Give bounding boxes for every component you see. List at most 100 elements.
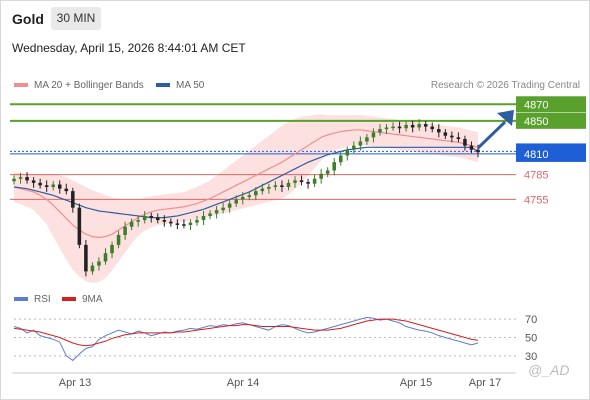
candle-body: [234, 199, 238, 204]
rsi-level-label-70: 70: [525, 314, 537, 326]
timeframe-badge[interactable]: 30 MIN: [51, 7, 101, 30]
ma50-line: [13, 146, 479, 219]
candle-body: [57, 184, 62, 189]
legend-swatch-9ma: [62, 297, 76, 302]
datetime-label: Wednesday, April 15, 2026 8:44:01 AM CET: [12, 41, 246, 55]
candle-body: [227, 203, 232, 208]
candle-body: [391, 126, 395, 129]
candle-body: [437, 129, 441, 133]
legend-ma20-bb: MA 20 + Bollinger Bands: [14, 80, 144, 91]
legend-label-rsi: RSI: [34, 294, 51, 305]
candle-body: [90, 265, 95, 272]
candle-body: [38, 182, 42, 186]
candle-body: [18, 177, 23, 179]
candle-body: [201, 215, 206, 221]
candle-body: [312, 178, 317, 184]
level-label-4850: 4850: [524, 116, 548, 128]
x-axis-label-3: Apr 17: [469, 377, 501, 389]
candle-body: [338, 155, 343, 163]
candle-body: [280, 185, 284, 187]
candle-body: [456, 137, 461, 140]
candle-body: [31, 180, 36, 183]
candle-body: [214, 210, 219, 214]
candle-body: [149, 215, 154, 218]
candle-body: [365, 137, 369, 142]
candle-body: [293, 180, 297, 183]
instrument-title: Gold: [12, 11, 44, 27]
rsi-series-RSI: [13, 316, 479, 362]
candle-body: [103, 253, 108, 262]
candle-body: [430, 126, 435, 130]
level-label-4810: 4810: [524, 149, 548, 161]
candle-body: [195, 220, 199, 223]
candle-body: [221, 207, 225, 211]
level-label-bg-4850: [516, 112, 586, 129]
candle-body: [64, 188, 69, 192]
legend-ma50: MA 50: [156, 80, 204, 91]
candle-body: [260, 188, 265, 192]
candle-body: [97, 261, 101, 266]
candle-body: [136, 220, 140, 222]
legend-swatch-ma20: [14, 83, 28, 88]
candle-body: [169, 221, 173, 224]
watermark-text: @_AD: [528, 362, 570, 378]
candle-body: [286, 182, 291, 187]
forecast-arrow-head: [497, 110, 514, 126]
candle-body: [12, 178, 16, 182]
level-label-bg-4810: [516, 145, 586, 162]
candle-body: [332, 162, 336, 171]
candle-body: [299, 180, 304, 183]
candle-body: [423, 124, 428, 127]
forecast-arrow-line: [476, 120, 507, 150]
legend-rsi: RSI: [14, 294, 51, 305]
candle-body: [254, 191, 258, 196]
candle-body: [410, 124, 415, 128]
ma20-line: [13, 129, 479, 239]
candle-body: [417, 124, 421, 128]
level-label-4785: 4785: [524, 170, 548, 182]
legend-swatch-ma50: [156, 83, 170, 88]
candle-body: [142, 215, 147, 221]
candle-body: [378, 129, 382, 133]
candle-body: [188, 222, 193, 226]
candle-body: [77, 207, 82, 245]
legend-label-ma20: MA 20 + Bollinger Bands: [34, 80, 144, 91]
candle-body: [384, 127, 389, 130]
candle-body: [175, 223, 180, 225]
candle-body: [463, 139, 467, 146]
candle-body: [182, 224, 186, 226]
candle-body: [397, 126, 402, 129]
level-label-4870: 4870: [524, 99, 548, 111]
candle-body: [443, 132, 448, 136]
candle-body: [84, 244, 88, 272]
legend-label-ma50: MA 50: [176, 80, 205, 91]
candle-body: [469, 145, 474, 150]
candle-body: [345, 149, 350, 156]
candle-body: [371, 132, 376, 138]
candle-body: [247, 195, 252, 197]
candle-body: [25, 177, 29, 181]
rsi-level-label-30: 30: [525, 351, 537, 363]
candle-body: [44, 185, 49, 187]
level-label-bg-4870: [516, 96, 586, 113]
candle-body: [404, 124, 408, 129]
bollinger-band-area: [14, 114, 478, 283]
x-axis-label-1: Apr 14: [227, 377, 259, 389]
candle-body: [306, 182, 310, 184]
x-axis-label-2: Apr 15: [400, 377, 432, 389]
candle-body: [240, 196, 245, 200]
rsi-level-label-50: 50: [525, 333, 537, 345]
candle-body: [129, 221, 134, 227]
candle-body: [325, 170, 330, 174]
rsi-series-9MA: [13, 318, 479, 347]
level-label-4755: 4755: [524, 194, 548, 206]
candle-body: [352, 145, 356, 150]
candle-body: [116, 234, 121, 245]
candle-body: [110, 244, 114, 254]
candle-body: [450, 135, 454, 138]
credit-text: Research © 2026 Trading Central: [430, 80, 580, 91]
candle-body: [51, 184, 55, 187]
candle-body: [319, 173, 323, 179]
candle-body: [156, 217, 160, 221]
